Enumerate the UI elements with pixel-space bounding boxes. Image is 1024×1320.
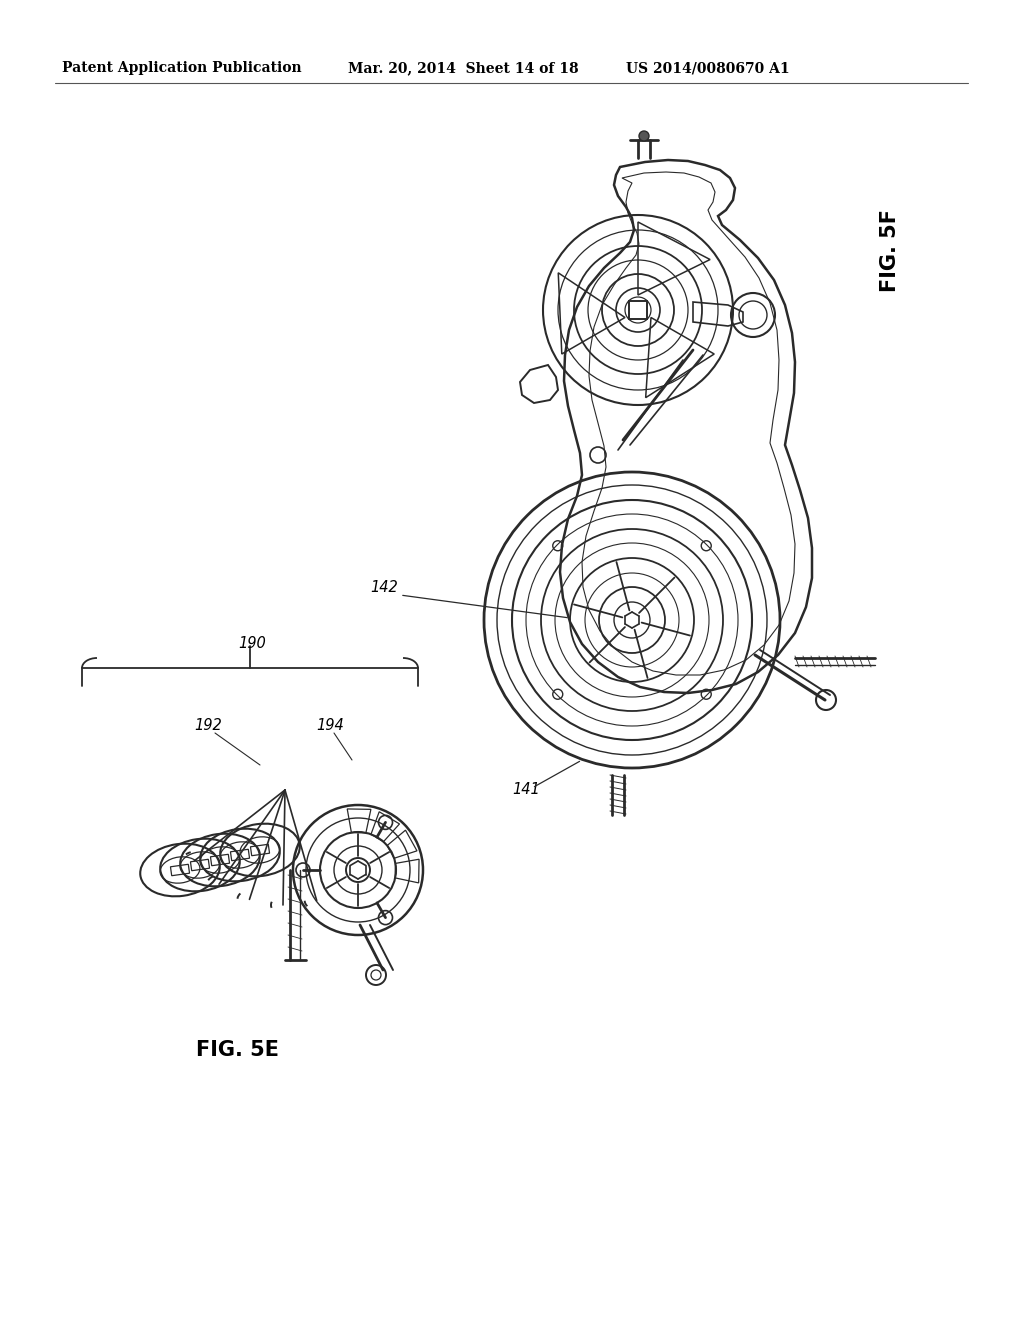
Text: FIG. 5F: FIG. 5F	[880, 209, 900, 292]
Text: 192: 192	[194, 718, 222, 734]
Text: Patent Application Publication: Patent Application Publication	[62, 61, 302, 75]
Text: 141: 141	[512, 783, 540, 797]
Text: Mar. 20, 2014  Sheet 14 of 18: Mar. 20, 2014 Sheet 14 of 18	[348, 61, 579, 75]
Circle shape	[639, 131, 649, 141]
Text: 194: 194	[316, 718, 344, 734]
Text: 142: 142	[370, 581, 397, 595]
Text: US 2014/0080670 A1: US 2014/0080670 A1	[626, 61, 790, 75]
Text: 190: 190	[238, 636, 266, 652]
Text: FIG. 5E: FIG. 5E	[197, 1040, 280, 1060]
